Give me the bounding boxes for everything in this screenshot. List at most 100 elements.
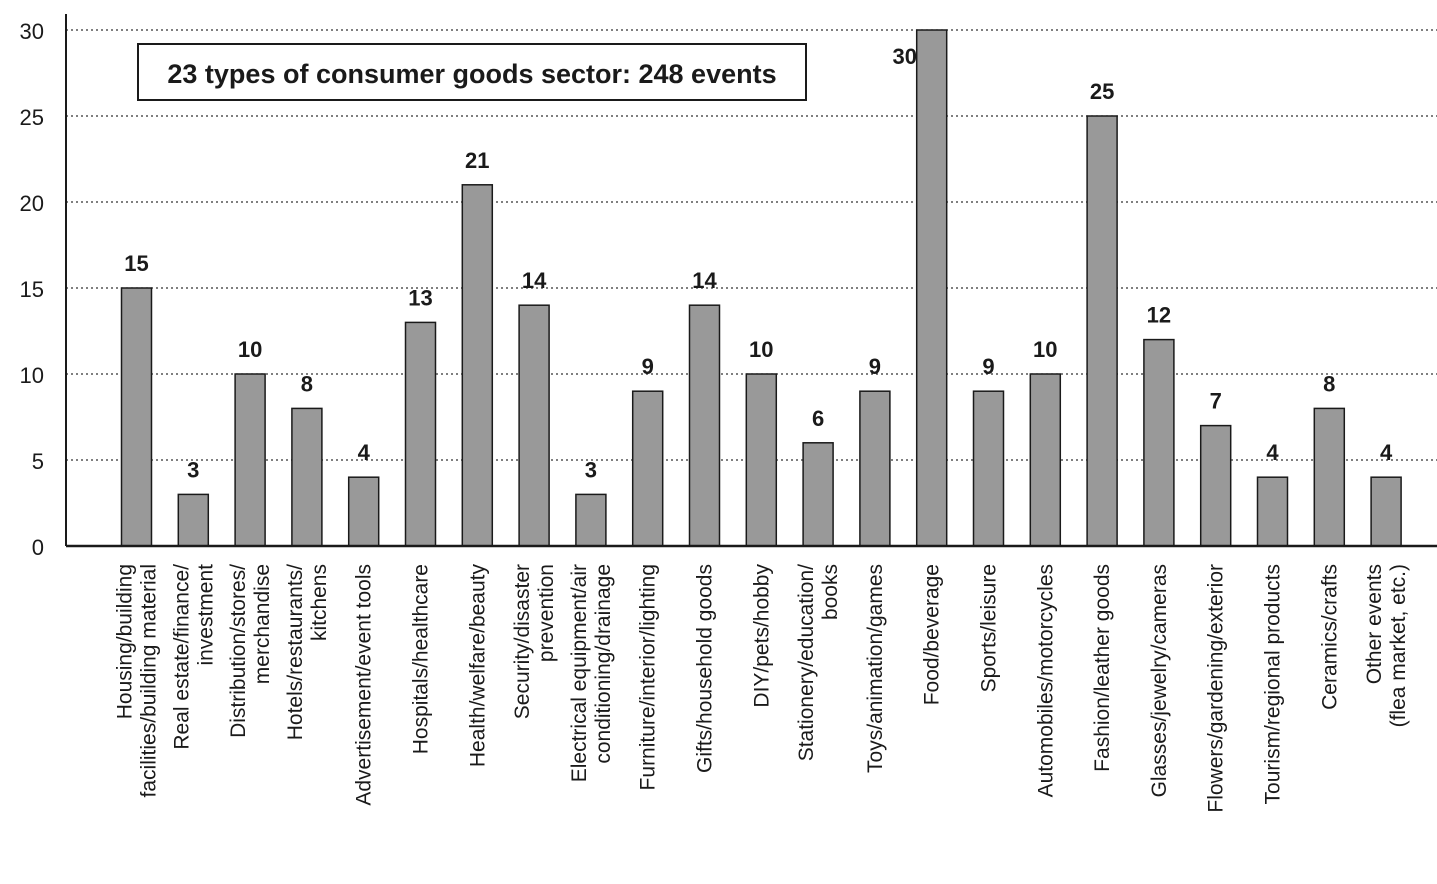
category-label-line: Tourism/regional products bbox=[1262, 564, 1285, 804]
y-tick-label: 0 bbox=[32, 535, 44, 560]
category-label: Sports/leisure bbox=[978, 564, 1001, 692]
bar bbox=[915, 29, 948, 547]
bar bbox=[234, 373, 266, 547]
bar-value-label: 25 bbox=[1090, 79, 1114, 104]
bar-value-label: 15 bbox=[124, 251, 148, 276]
bar bbox=[1256, 476, 1289, 547]
y-tick-label: 30 bbox=[20, 19, 44, 44]
category-label-line: Electrical equipment/air bbox=[568, 564, 591, 782]
category-label-line: Housing/building bbox=[114, 564, 137, 719]
category-label-line: facilities/building material bbox=[138, 564, 161, 797]
category-label: Fashion/leather goods bbox=[1091, 564, 1114, 772]
category-label: Other events (flea market, etc.) bbox=[1363, 564, 1410, 727]
bars bbox=[120, 29, 1402, 547]
category-label-line: Ceramics/crafts bbox=[1318, 564, 1341, 710]
category-label: Hospitals/healthcare bbox=[410, 564, 433, 754]
category-label-line: Health/welfare/beauty bbox=[466, 564, 489, 768]
bar bbox=[631, 390, 664, 547]
bar-value-label: 30 bbox=[892, 44, 916, 69]
title-box bbox=[137, 43, 807, 101]
bar bbox=[1370, 476, 1402, 547]
bar bbox=[745, 373, 778, 547]
category-label-line: Flowers/gardening/exterior bbox=[1205, 564, 1228, 813]
bar-value-label: 3 bbox=[585, 457, 597, 482]
bar-value-label: 8 bbox=[301, 371, 313, 396]
bar bbox=[1086, 115, 1118, 547]
bar bbox=[1143, 338, 1175, 547]
category-label-line: (flea market, etc.) bbox=[1387, 564, 1410, 727]
category-label-line: Security/disaster bbox=[511, 564, 534, 719]
bar bbox=[404, 321, 437, 547]
bar-value-label: 9 bbox=[982, 354, 994, 379]
category-label-line: Distribution/stores/ bbox=[227, 564, 250, 738]
bar-value-label: 12 bbox=[1147, 303, 1171, 328]
bar bbox=[972, 390, 1005, 547]
bar-value-label: 4 bbox=[1266, 440, 1279, 465]
category-label-line: Glasses/jewelry/cameras bbox=[1148, 564, 1171, 797]
bar bbox=[1313, 407, 1346, 547]
category-label: Glasses/jewelry/cameras bbox=[1148, 564, 1171, 797]
category-label-line: kitchens bbox=[308, 564, 331, 641]
bar bbox=[1199, 424, 1232, 547]
y-tick-label: 20 bbox=[20, 191, 44, 216]
bar bbox=[347, 476, 380, 547]
category-label: Distribution/stores/merchandise bbox=[227, 564, 274, 738]
category-label: Tourism/regional products bbox=[1262, 564, 1285, 804]
y-tick-label: 5 bbox=[32, 449, 44, 474]
category-label-line: Real estate/finance/ bbox=[170, 564, 193, 750]
category-label-line: Automobiles/motorcycles bbox=[1034, 564, 1057, 797]
y-tick-label: 10 bbox=[20, 363, 44, 388]
y-tick-label: 25 bbox=[20, 105, 44, 130]
bar-value-label: 4 bbox=[1380, 440, 1393, 465]
category-label-line: Food/beverage bbox=[921, 564, 944, 705]
bar bbox=[518, 304, 550, 547]
category-label: Automobiles/motorcycles bbox=[1034, 564, 1057, 797]
category-label: Food/beverage bbox=[921, 564, 944, 705]
category-label-line: Advertisement/event tools bbox=[353, 564, 376, 806]
category-label-line: Furniture/interior/lighting bbox=[637, 564, 660, 790]
category-label: DIY/pets/hobby bbox=[750, 564, 773, 708]
bar-value-label: 3 bbox=[187, 457, 199, 482]
bar bbox=[688, 304, 721, 547]
category-label-line: Sports/leisure bbox=[978, 564, 1001, 692]
category-label: Stationery/education/books bbox=[795, 564, 842, 761]
category-label: Health/welfare/beauty bbox=[466, 564, 489, 768]
category-label-line: Fashion/leather goods bbox=[1091, 564, 1114, 772]
bar-value-label: 4 bbox=[358, 440, 371, 465]
bar bbox=[461, 184, 494, 547]
category-label: Hotels/restaurants/kitchens bbox=[284, 564, 331, 740]
bar bbox=[575, 493, 607, 547]
chart-title: 23 types of consumer goods sector: 248 e… bbox=[167, 59, 776, 89]
category-label-line: Gifts/household goods bbox=[694, 564, 717, 773]
category-label-line: Stationery/education/ bbox=[795, 564, 818, 761]
category-label: Advertisement/event tools bbox=[353, 564, 376, 806]
bar bbox=[120, 287, 153, 547]
bar bbox=[802, 442, 834, 547]
bar-value-label: 10 bbox=[749, 337, 773, 362]
category-label-line: Toys/animation/games bbox=[864, 564, 887, 773]
category-label: Gifts/household goods bbox=[694, 564, 717, 773]
value-labels: 15 3 10 8 4 13 21 14 3 9 14 10 6 9 30 9 10 25 12 7 4 8 4 bbox=[124, 44, 1393, 482]
bar-value-label: 14 bbox=[522, 268, 547, 293]
category-label: Ceramics/crafts bbox=[1318, 564, 1341, 710]
bar-value-label: 14 bbox=[692, 268, 717, 293]
y-axis-ticks: 0 5 10 15 20 25 30 bbox=[20, 19, 44, 560]
category-label: Real estate/finance/investment bbox=[170, 564, 217, 750]
bar-value-label: 21 bbox=[465, 148, 489, 173]
category-labels: Housing/building facilities/building mate… bbox=[114, 564, 1411, 813]
category-label-line: prevention bbox=[535, 564, 558, 662]
category-label-line: DIY/pets/hobby bbox=[750, 564, 773, 708]
bar-value-label: 8 bbox=[1323, 371, 1335, 396]
bar bbox=[291, 407, 323, 547]
category-label-line: Hotels/restaurants/ bbox=[284, 564, 307, 740]
category-label: Toys/animation/games bbox=[864, 564, 887, 773]
bar bbox=[859, 390, 891, 547]
bar-value-label: 7 bbox=[1210, 389, 1222, 414]
category-label: Furniture/interior/lighting bbox=[637, 564, 660, 790]
category-label-line: books bbox=[819, 564, 842, 620]
category-label: Housing/building facilities/building mate… bbox=[114, 564, 161, 797]
category-label-line: Other events bbox=[1363, 564, 1386, 684]
category-label-line: merchandise bbox=[251, 564, 274, 684]
bar-value-label: 9 bbox=[642, 354, 654, 379]
